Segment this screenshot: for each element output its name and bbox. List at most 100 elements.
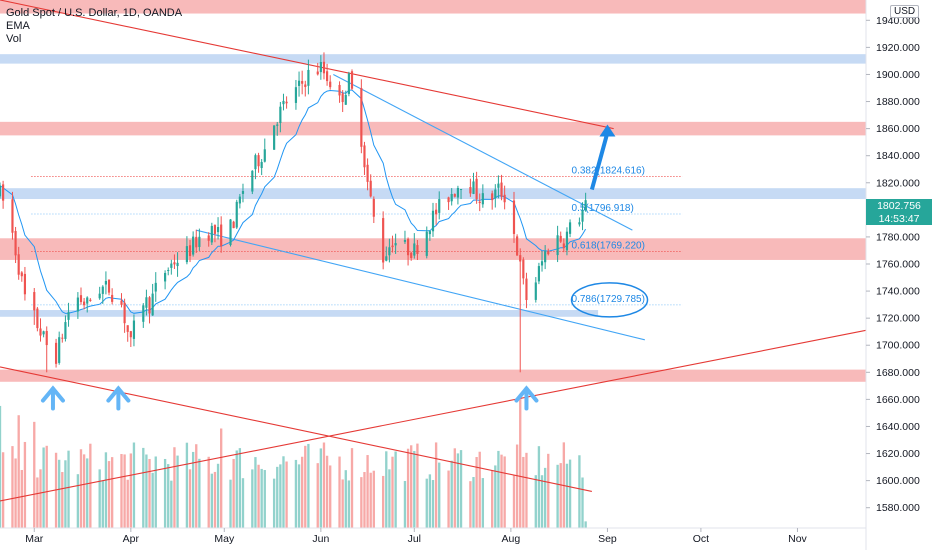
candle-body (568, 222, 572, 234)
volume-bar (86, 458, 89, 528)
symbol-title[interactable]: Gold Spot / U.S. Dollar, 1D, OANDA (6, 7, 183, 19)
candle (534, 277, 537, 303)
ema-indicator-label[interactable]: EMA (6, 20, 30, 32)
candle-body (263, 149, 266, 162)
volume-bar (494, 465, 497, 528)
candle-body (132, 320, 136, 339)
candle (297, 71, 301, 97)
candle-body (329, 81, 332, 88)
candle (347, 71, 350, 97)
volume-bar (428, 474, 432, 528)
candle-body (273, 125, 276, 150)
zone-blue-3 (0, 188, 866, 200)
candle-body (453, 194, 456, 197)
volume-bar (107, 461, 111, 528)
time-axis-bg (0, 528, 866, 550)
volume-bar (263, 470, 266, 528)
x-tick-label: Nov (788, 533, 807, 545)
candle (185, 236, 188, 265)
volume-bar (14, 458, 17, 528)
candle (559, 231, 562, 243)
candle (363, 141, 366, 175)
candle (0, 182, 2, 199)
candle (276, 121, 279, 136)
volume-bar (519, 395, 522, 528)
candle (86, 296, 89, 313)
x-tick-label: Jun (312, 533, 329, 545)
volume-bar (64, 460, 67, 528)
y-tick-label: 1860.000 (876, 123, 920, 135)
volume-bar (23, 441, 27, 528)
volume-bar (525, 452, 528, 528)
candle-body (294, 87, 298, 103)
candle (120, 293, 123, 308)
candle (360, 79, 363, 154)
volume-bar (372, 470, 375, 528)
volume-bar (537, 446, 541, 528)
volume-bar (238, 448, 242, 528)
candle (154, 272, 157, 302)
zone-red-4 (0, 238, 866, 260)
y-tick-label: 1740.000 (876, 286, 920, 298)
candle-body (20, 272, 23, 277)
volume-bar (82, 454, 86, 528)
candle-body (67, 312, 70, 320)
candle (173, 254, 176, 269)
volume-bar (294, 459, 298, 528)
volume-bar (272, 478, 276, 528)
candle-body (341, 93, 344, 103)
candle-body (17, 254, 20, 275)
candle (512, 191, 516, 243)
ema-line (0, 89, 587, 314)
candle-body (413, 243, 416, 256)
volume-bar (195, 444, 198, 528)
candle (469, 178, 472, 197)
x-tick-label: Aug (502, 533, 521, 545)
candle-body (285, 101, 288, 104)
candle-body (385, 256, 388, 261)
candle-body (391, 245, 394, 248)
annotations-layer (40, 124, 649, 411)
volume-bar (110, 457, 114, 528)
volume-bar (132, 442, 136, 528)
candle (14, 226, 17, 264)
candle (522, 257, 525, 285)
candle (472, 172, 475, 195)
candle-body (188, 245, 192, 257)
candle-body (176, 262, 179, 267)
candle (547, 248, 550, 256)
volume-bar (584, 521, 587, 528)
volume-bar (578, 455, 581, 528)
volume-bar (512, 475, 516, 528)
candle (235, 199, 238, 229)
candle (273, 125, 276, 150)
candle (260, 159, 263, 176)
zone-red-0 (0, 0, 866, 14)
candle (170, 259, 173, 275)
candle-body (11, 199, 14, 233)
candle (216, 217, 220, 240)
candle (17, 246, 20, 280)
candle-body (403, 240, 407, 242)
trendline-blue-4 (196, 229, 645, 341)
volume-bar (565, 463, 569, 528)
volume-bar (167, 464, 170, 528)
volume-bar (403, 480, 407, 528)
volume-bar (45, 445, 48, 528)
candle-body (213, 225, 217, 234)
candle (254, 153, 257, 180)
volume-bar (338, 456, 341, 528)
candle-body (79, 295, 83, 303)
volume-bar (260, 468, 263, 528)
volume-bar (350, 448, 354, 528)
volume-indicator-label[interactable]: Vol (6, 33, 22, 45)
projection-arrow-shaft (589, 132, 610, 191)
candle (516, 234, 519, 256)
candle-body (14, 231, 17, 256)
currency-unit-label[interactable]: USD (890, 5, 920, 18)
candle-body (254, 155, 257, 170)
candle-body (435, 209, 438, 215)
candle (132, 314, 136, 347)
